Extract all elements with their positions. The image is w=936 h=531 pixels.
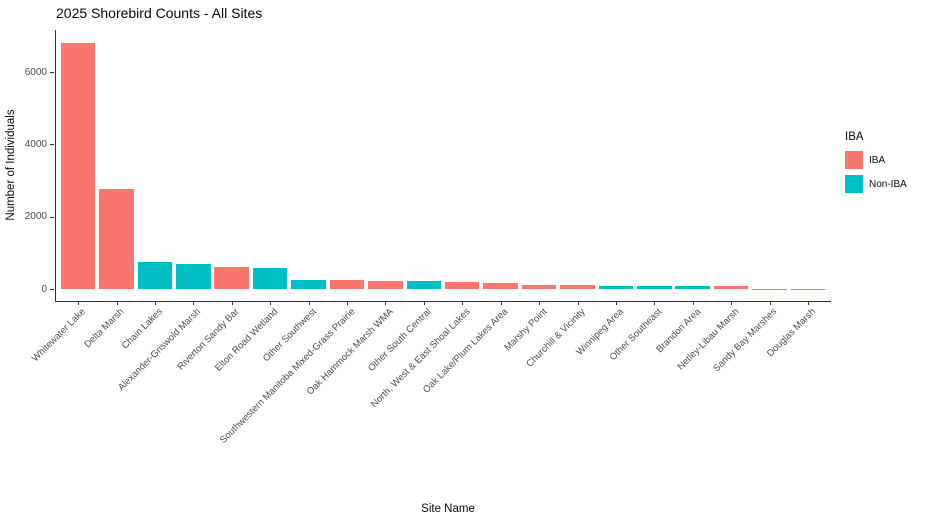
- bar-netley-libau-marsh: [713, 286, 749, 289]
- bar-southwestern-manitoba-mixed-grass-prairie: [329, 280, 365, 289]
- bar-whitewater-lake: [60, 43, 96, 289]
- y-tick-mark: [50, 216, 54, 218]
- x-tick-mark: [385, 301, 387, 305]
- x-tick-mark: [692, 301, 694, 305]
- bar-chain-lakes: [137, 261, 173, 289]
- y-tick-label-6000: 6000: [24, 66, 47, 78]
- bar-other-southeast: [637, 285, 672, 289]
- bar-elton-road-wetland: [252, 268, 288, 289]
- x-tick-mark: [731, 301, 733, 305]
- bar-churchill-vicinity: [560, 285, 595, 289]
- y-axis-line: [55, 30, 56, 302]
- x-tick-mark: [423, 301, 425, 305]
- x-tick-mark: [462, 301, 464, 305]
- x-tick-mark: [270, 301, 272, 305]
- x-tick-mark: [769, 301, 771, 305]
- bar-delta-marsh: [99, 188, 134, 289]
- x-tick-mark: [347, 301, 348, 305]
- x-tick-mark: [654, 301, 656, 305]
- bar-oak-hammock-marsh-wma: [368, 280, 403, 289]
- legend-label-iba: IBA: [869, 154, 886, 166]
- legend-key-non-iba-swatch: [845, 175, 863, 193]
- x-axis-title: Site Name: [421, 503, 475, 515]
- x-tick-mark: [577, 301, 579, 305]
- x-tick-mark: [308, 301, 310, 305]
- y-tick-label-0: 0: [41, 283, 47, 295]
- bar-brandon-area: [675, 286, 710, 289]
- x-tick-label-oak-lake-plum-lakes-area: Oak Lake/Plum Lakes Area: [421, 306, 511, 396]
- x-axis-line: [55, 301, 831, 302]
- chart-title: 2025 Shorebird Counts - All Sites: [56, 5, 263, 21]
- y-axis-title: Number of Individuals: [5, 109, 17, 221]
- x-tick-mark: [78, 301, 79, 305]
- x-tick-label-whitewater-lake: Whitewater Lake: [30, 306, 89, 365]
- y-tick-label-4000: 4000: [24, 138, 47, 150]
- x-tick-mark: [154, 301, 156, 305]
- y-tick-mark: [50, 144, 54, 146]
- bar-other-south-central: [406, 280, 442, 289]
- legend-entry-iba: IBA: [845, 151, 907, 169]
- legend-label-non-iba: Non-IBA: [869, 178, 907, 190]
- x-tick-mark: [193, 301, 195, 305]
- bar-winnipeg-area: [598, 285, 634, 289]
- x-tick-mark: [500, 301, 502, 305]
- x-tick-mark: [615, 301, 617, 305]
- bar-alexander-griswold-marsh: [176, 263, 211, 289]
- y-tick-mark: [50, 289, 54, 290]
- x-tick-mark: [116, 301, 118, 305]
- x-tick-mark: [539, 301, 540, 305]
- y-tick-mark: [50, 72, 54, 74]
- bar-riverton-sandy-bar: [214, 266, 249, 289]
- bar-marshy-point: [521, 285, 557, 289]
- x-tick-mark: [231, 301, 233, 305]
- bar-oak-lake-plum-lakes-area: [483, 283, 518, 289]
- y-tick-label-2000: 2000: [24, 211, 47, 223]
- bar-north-west-east-shoal-lakes: [444, 282, 480, 289]
- legend-entry-non-iba: Non-IBA: [845, 175, 907, 193]
- legend-title: IBA: [845, 131, 864, 143]
- legend-key-iba-swatch: [845, 151, 863, 169]
- legend: IBA IBA Non-IBA: [845, 131, 907, 199]
- bar-other-southwest: [291, 279, 326, 289]
- x-tick-mark: [808, 301, 809, 305]
